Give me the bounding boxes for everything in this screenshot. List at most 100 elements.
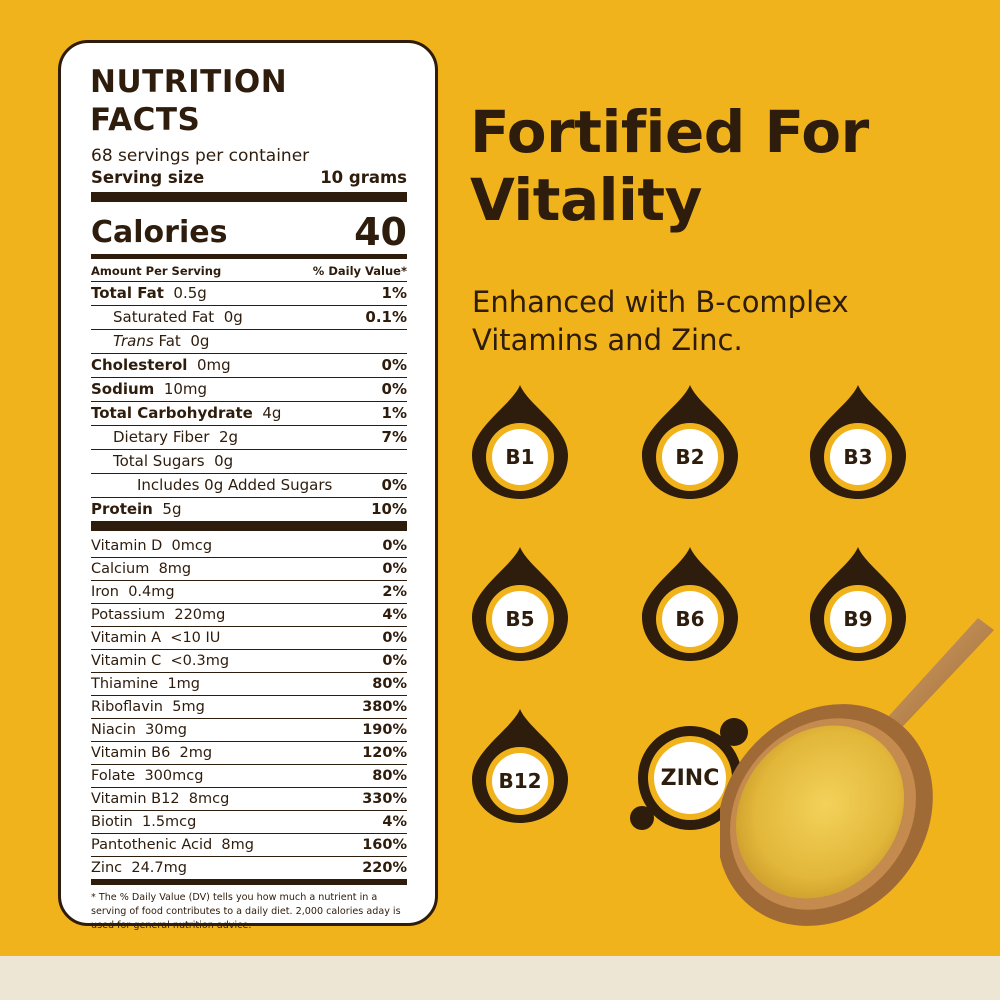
divider-thin xyxy=(91,281,407,282)
vitamin-amount: 1mg xyxy=(167,676,201,692)
nutrient-row: Dietary Fiber 2g 7% xyxy=(91,426,407,450)
vitamin-daily-value: 380% xyxy=(362,699,407,715)
vitamin-daily-value: 4% xyxy=(382,814,407,830)
calories-value: 40 xyxy=(354,210,407,254)
serving-size-label: Serving size xyxy=(91,168,205,187)
vitamin-amount: 5mg xyxy=(172,699,205,715)
nutrient-label: Dietary Fiber xyxy=(113,428,210,446)
nutrient-row: Trans Fat 0g xyxy=(91,330,407,354)
vitamin-badge-b9: B9 xyxy=(806,545,910,663)
vitamin-row: Riboflavin 5mg 380% xyxy=(91,696,407,719)
nutrient-name: Sodium 10mg xyxy=(91,378,207,401)
nutrient-name: Cholesterol 0mg xyxy=(91,354,231,377)
nutrient-daily-value: 0% xyxy=(381,356,407,374)
nutrient-amount: 10mg xyxy=(163,380,208,398)
vitamin-name: Riboflavin xyxy=(91,699,163,715)
vitamin-daily-value: 120% xyxy=(362,745,407,761)
zinc-badge-icon xyxy=(630,718,748,830)
vitamin-name-amount: Vitamin B6 2mg xyxy=(91,742,212,764)
vitamin-name: Iron xyxy=(91,584,119,600)
footnote: * The % Daily Value (DV) tells you how m… xyxy=(91,892,401,931)
drop-badge-icon xyxy=(642,547,738,661)
nutrient-row: Includes 0g Added Sugars 0% xyxy=(91,474,407,498)
nutrient-daily-value: 1% xyxy=(381,284,407,302)
vitamin-daily-value: 0% xyxy=(382,561,407,577)
divider-thick xyxy=(91,192,407,202)
vitamin-name-amount: Vitamin D 0mcg xyxy=(91,535,212,557)
subtitle: Enhanced with B-complex Vitamins and Zin… xyxy=(472,285,849,357)
divider-medium xyxy=(91,254,407,259)
nutrient-row: Total Fat 0.5g 1% xyxy=(91,282,407,306)
badge-label: B9 xyxy=(843,607,873,631)
vitamin-amount: 8mcg xyxy=(188,791,230,807)
amount-per-serving-label: Amount Per Serving xyxy=(91,264,222,278)
nutrient-amount: 0mg xyxy=(196,356,231,374)
vitamin-name: Niacin xyxy=(91,722,136,738)
vitamin-daily-value: 160% xyxy=(362,837,407,853)
vitamin-name-amount: Vitamin A <10 IU xyxy=(91,627,220,649)
nutrient-row: Sodium 10mg 0% xyxy=(91,378,407,402)
divider-thick-vitamins xyxy=(91,521,407,531)
vitamin-row: Potassium 220mg 4% xyxy=(91,604,407,627)
nutrient-name: Trans Fat 0g xyxy=(91,330,209,353)
vitamin-name-amount: Biotin 1.5mcg xyxy=(91,811,196,833)
vitamin-row: Vitamin B12 8mcg 330% xyxy=(91,788,407,811)
nutrient-daily-value: 1% xyxy=(381,404,407,422)
nutrient-label: Includes 0g Added Sugars xyxy=(137,476,333,494)
vitamin-name-amount: Folate 300mcg xyxy=(91,765,203,787)
badge-label: B1 xyxy=(505,445,535,469)
drop-badge-icon xyxy=(810,547,906,661)
vitamin-name-amount: Thiamine 1mg xyxy=(91,673,200,695)
nutrient-rows: Total Fat 0.5g 1% Saturated Fat 0g 0.1% Tran… xyxy=(91,282,407,521)
nutrient-name: Total Fat 0.5g xyxy=(91,282,207,305)
vitamin-name: Vitamin B6 xyxy=(91,745,171,761)
nutrient-amount: 0g xyxy=(214,452,234,470)
calories-label: Calories xyxy=(91,215,228,250)
vitamin-badge-b5: B5 xyxy=(468,545,572,663)
vitamin-name: Vitamin D xyxy=(91,538,163,554)
vitamin-daily-value: 0% xyxy=(382,630,407,646)
nutrient-amount: 0g xyxy=(223,308,243,326)
nutrient-amount: 0g xyxy=(190,332,210,350)
divider-footnote xyxy=(91,879,407,885)
vitamin-name-amount: Zinc 24.7mg xyxy=(91,857,187,879)
vitamin-name-amount: Pantothenic Acid 8mg xyxy=(91,834,254,856)
badge-label: B5 xyxy=(505,607,535,631)
drop-badge-icon xyxy=(472,385,568,499)
badge-label: B12 xyxy=(498,769,542,793)
vitamin-name-amount: Niacin 30mg xyxy=(91,719,187,741)
vitamin-daily-value: 80% xyxy=(372,676,407,692)
nutrient-daily-value: 10% xyxy=(371,500,407,518)
nutrient-amount: 4g xyxy=(262,404,282,422)
drop-badge-icon xyxy=(642,385,738,499)
badge-label: B3 xyxy=(843,445,873,469)
nutrient-daily-value: 7% xyxy=(381,428,407,446)
vitamin-row: Folate 300mcg 80% xyxy=(91,765,407,788)
nutrient-label: Total Sugars xyxy=(113,452,205,470)
vitamin-amount: 2mg xyxy=(179,745,213,761)
vitamin-row: Vitamin B6 2mg 120% xyxy=(91,742,407,765)
vitamin-row: Iron 0.4mg 2% xyxy=(91,581,407,604)
nutrient-label: Saturated Fat xyxy=(113,308,215,326)
vitamin-amount: 300mcg xyxy=(144,768,204,784)
nutrient-bold-name: Total Carbohydrate xyxy=(91,404,253,422)
servings-per-container: 68 servings per container xyxy=(91,146,310,166)
vitamin-name-amount: Vitamin B12 8mcg xyxy=(91,788,229,810)
serving-size-row: Serving size 10 grams xyxy=(91,167,407,189)
zinc-label: ZINC xyxy=(660,766,720,791)
vitamin-amount: 0.4mg xyxy=(128,584,175,600)
nutrition-title: NUTRITION FACTS xyxy=(90,64,288,138)
vitamin-name-amount: Calcium 8mg xyxy=(91,558,191,580)
headline: Fortified For Vitality xyxy=(470,98,869,234)
nutrient-row: Protein 5g 10% xyxy=(91,498,407,521)
drop-badge-icon xyxy=(810,385,906,499)
nutrient-daily-value: 0.1% xyxy=(365,308,407,326)
nutrient-row: Total Sugars 0g xyxy=(91,450,407,474)
nutrient-name: Dietary Fiber 2g xyxy=(91,426,238,449)
vitamin-row: Vitamin A <10 IU 0% xyxy=(91,627,407,650)
vitamin-name-amount: Potassium 220mg xyxy=(91,604,225,626)
calories-row: Calories 40 xyxy=(91,206,407,252)
badge-label: B6 xyxy=(675,607,705,631)
nutrient-amount: 5g xyxy=(162,500,182,518)
vitamin-amount: 8mg xyxy=(158,561,192,577)
